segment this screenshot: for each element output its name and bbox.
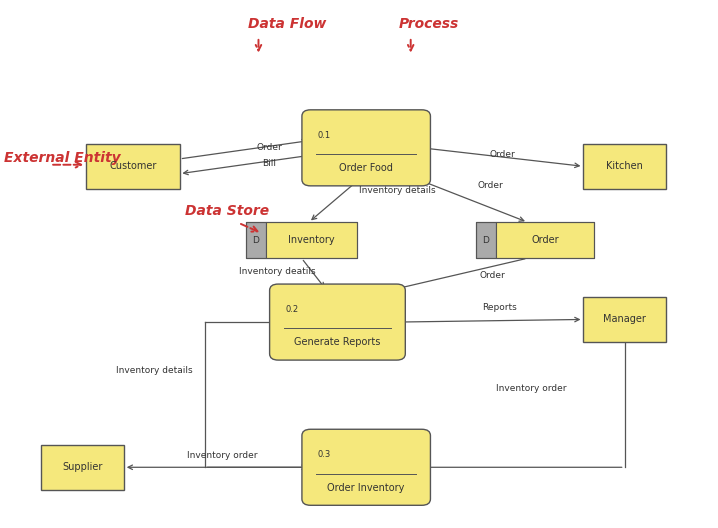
Text: Data Store: Data Store [185,203,269,218]
Text: Bill: Bill [262,159,276,168]
Text: 0.3: 0.3 [317,450,331,459]
Bar [495,222,595,258]
Bar [475,222,595,258]
Text: Inventory details: Inventory details [116,366,192,375]
Bar [86,144,180,188]
Text: 0.1: 0.1 [317,130,331,140]
Text: D: D [482,235,489,245]
Bar [42,445,124,490]
Text: Customer: Customer [109,162,157,171]
FancyBboxPatch shape [270,284,405,360]
Text: Order: Order [480,271,505,280]
Text: Inventory order: Inventory order [496,384,567,393]
Text: 0.2: 0.2 [285,305,299,314]
Bar [475,222,496,258]
Bar [246,222,266,258]
Text: Order: Order [531,235,559,245]
Text: D: D [253,235,259,245]
Text: Supplier: Supplier [62,463,103,472]
FancyBboxPatch shape [302,110,430,186]
Bar [266,222,358,258]
Text: Manager: Manager [603,315,646,324]
Bar [583,144,666,188]
Text: Reports: Reports [482,303,516,312]
Text: Data Flow: Data Flow [248,17,326,31]
Text: External Entity: External Entity [4,152,120,165]
Text: Order: Order [256,143,282,152]
Text: Kitchen: Kitchen [606,162,643,171]
Text: Order Food: Order Food [339,163,393,173]
Text: Generate Reports: Generate Reports [294,337,381,347]
Text: Order Inventory: Order Inventory [327,483,405,493]
Text: Inventory order: Inventory order [187,451,258,460]
Bar [246,222,358,258]
Text: Inventory: Inventory [289,235,335,245]
Bar [583,297,666,342]
Text: Inventory deatils: Inventory deatils [239,267,316,276]
Text: Process: Process [398,17,459,31]
Text: Inventory details: Inventory details [359,186,436,195]
Text: Order: Order [490,150,516,159]
Text: Order: Order [477,181,503,190]
FancyBboxPatch shape [302,429,430,505]
